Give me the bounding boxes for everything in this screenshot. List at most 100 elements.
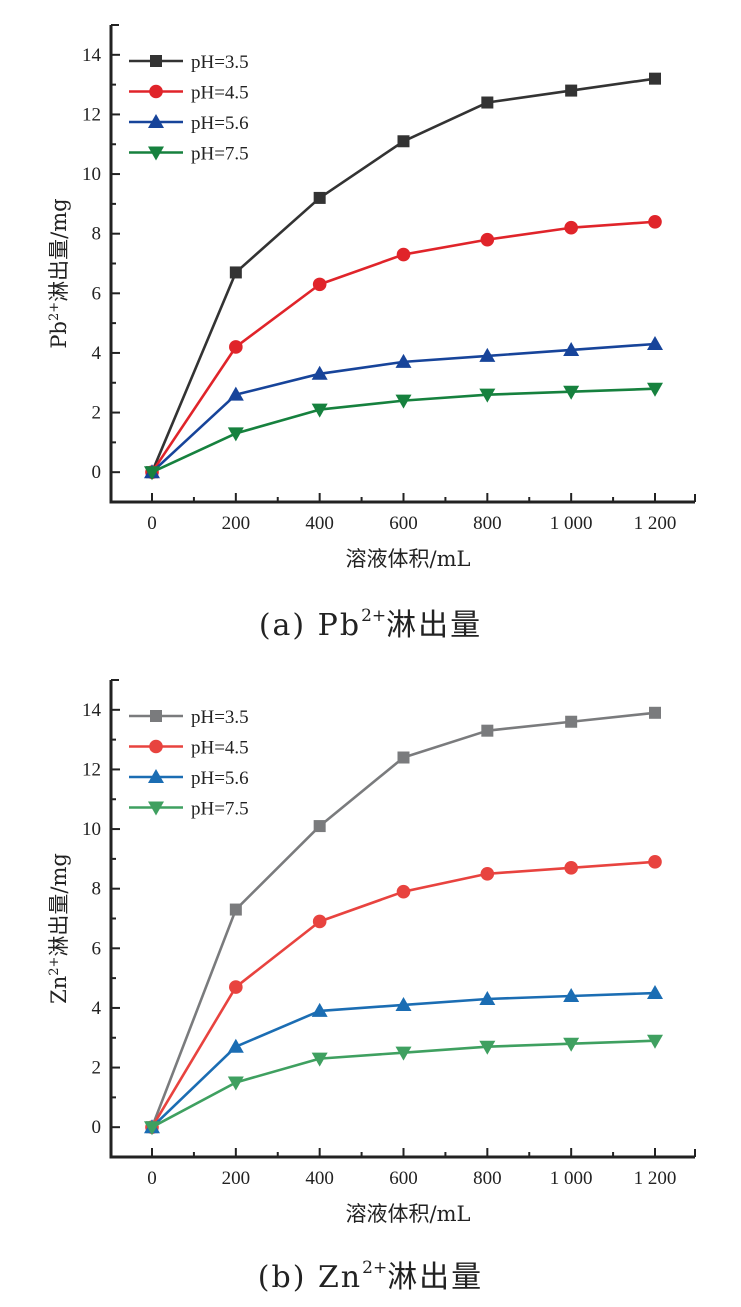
caption-b-prefix: (b) Zn xyxy=(257,1260,363,1295)
legend-label: pH=3.5 xyxy=(191,707,249,728)
x-tick-label: 800 xyxy=(473,1168,502,1189)
x-tick-label: 0 xyxy=(147,513,157,534)
legend-label: pH=4.5 xyxy=(191,738,249,759)
data-point xyxy=(395,394,412,409)
y-axis-title-superscript: 2+ xyxy=(47,302,62,321)
y-tick-label: 10 xyxy=(82,164,101,185)
y-tick-label: 2 xyxy=(92,1058,102,1079)
series-ph-5-6 xyxy=(144,335,663,479)
x-tick-label: 400 xyxy=(305,513,334,534)
data-point xyxy=(395,996,412,1011)
data-point xyxy=(649,706,661,719)
data-point xyxy=(397,135,410,148)
caption-a-prefix: (a) Pb xyxy=(258,608,362,643)
data-point xyxy=(481,96,494,109)
legend-label: pH=5.6 xyxy=(191,768,249,789)
y-axis-title-suffix: 淋出量/mg xyxy=(47,198,71,301)
x-axis-title: 溶液体积/mL xyxy=(346,1202,471,1226)
data-point xyxy=(313,820,326,833)
y-tick-label: 14 xyxy=(82,45,102,66)
data-point xyxy=(395,353,412,368)
y-axis-title: Zn2+淋出量/mg xyxy=(47,853,71,1004)
legend-marker xyxy=(148,769,164,783)
y-tick-label: 4 xyxy=(92,998,102,1019)
data-point xyxy=(229,340,243,354)
data-point xyxy=(481,724,494,737)
series-ph-4-5 xyxy=(145,855,662,1134)
data-point xyxy=(227,386,244,401)
data-point xyxy=(312,277,327,292)
x-tick-label: 1 000 xyxy=(550,513,593,534)
legend-label: pH=7.5 xyxy=(191,799,249,820)
data-point xyxy=(397,751,410,764)
data-point xyxy=(227,1076,244,1091)
x-tick-label: 200 xyxy=(222,1168,251,1189)
caption-a-suffix: 淋出量 xyxy=(386,608,483,643)
y-tick-label: 6 xyxy=(92,283,102,304)
y-tick-label: 14 xyxy=(82,700,102,721)
data-point xyxy=(396,884,411,899)
x-tick-label: 800 xyxy=(473,513,502,534)
data-point xyxy=(479,388,496,403)
y-tick-label: 0 xyxy=(92,462,102,483)
data-point xyxy=(565,84,578,97)
legend-marker xyxy=(148,146,164,161)
data-point xyxy=(229,903,242,916)
legend-marker xyxy=(148,114,164,128)
y-axis-title-suffix: 淋出量/mg xyxy=(47,853,71,956)
caption-b-suffix: 淋出量 xyxy=(387,1260,484,1295)
caption-a-superscript: 2+ xyxy=(361,606,387,626)
legend-marker xyxy=(148,801,164,816)
data-point xyxy=(227,1038,244,1053)
y-axis-title-prefix: Zn xyxy=(47,976,71,1004)
y-tick-label: 12 xyxy=(82,104,101,125)
data-point xyxy=(311,1052,328,1067)
data-point xyxy=(649,72,661,85)
caption-a: (a) Pb2+淋出量 xyxy=(0,600,741,644)
data-point xyxy=(313,191,326,204)
y-axis-title: Pb2+淋出量/mg xyxy=(47,198,71,348)
y-axis-title-prefix: Pb xyxy=(47,321,71,349)
y-tick-label: 4 xyxy=(92,343,102,364)
data-point xyxy=(648,214,662,229)
legend-label: pH=7.5 xyxy=(191,144,249,165)
y-tick-label: 0 xyxy=(92,1117,102,1138)
data-point xyxy=(227,427,244,442)
caption-b-superscript: 2+ xyxy=(362,1258,388,1278)
data-point xyxy=(396,247,411,262)
legend-marker xyxy=(149,84,163,99)
data-point xyxy=(395,1046,412,1061)
data-point xyxy=(479,1040,496,1055)
data-point xyxy=(229,980,243,994)
x-tick-label: 200 xyxy=(222,513,251,534)
series-ph-7-5 xyxy=(144,382,663,481)
data-point xyxy=(480,866,495,881)
legend-marker xyxy=(149,739,163,754)
x-tick-label: 600 xyxy=(389,513,418,534)
chart-b-zn-leaching: 0 2 4 6 8 10 12 14 0 200 400 600 800 1 000 1 200 溶液体积/m… xyxy=(47,679,696,1226)
legend-label: pH=3.5 xyxy=(191,52,249,73)
y-tick-label: 6 xyxy=(92,938,102,959)
data-point xyxy=(563,341,580,356)
data-point xyxy=(647,335,663,350)
legend-label: pH=5.6 xyxy=(191,113,249,134)
data-point xyxy=(144,466,160,481)
x-tick-label: 1 000 xyxy=(550,1168,593,1189)
caption-b: (b) Zn2+淋出量 xyxy=(0,1252,741,1296)
y-axis-title-superscript: 2+ xyxy=(47,957,62,976)
data-point xyxy=(563,1037,580,1052)
y-tick-label: 12 xyxy=(82,759,101,780)
data-point xyxy=(563,988,580,1003)
data-point xyxy=(480,232,495,247)
data-point xyxy=(647,1034,663,1049)
y-tick-label: 10 xyxy=(82,819,101,840)
legend-marker xyxy=(150,710,162,722)
data-point xyxy=(647,382,663,397)
data-point xyxy=(144,1121,160,1136)
x-tick-label: 1 200 xyxy=(634,513,677,534)
data-point xyxy=(565,715,578,728)
legend: pH=3.5 pH=4.5 pH=5.6 pH=7.5 xyxy=(129,52,249,165)
y-tick-label: 2 xyxy=(92,403,102,424)
data-point xyxy=(563,385,580,400)
chart-a-pb-leaching: 0 2 4 6 8 10 12 14 0 200 400 600 800 1 000 1 200 溶液体积/m… xyxy=(47,24,696,571)
